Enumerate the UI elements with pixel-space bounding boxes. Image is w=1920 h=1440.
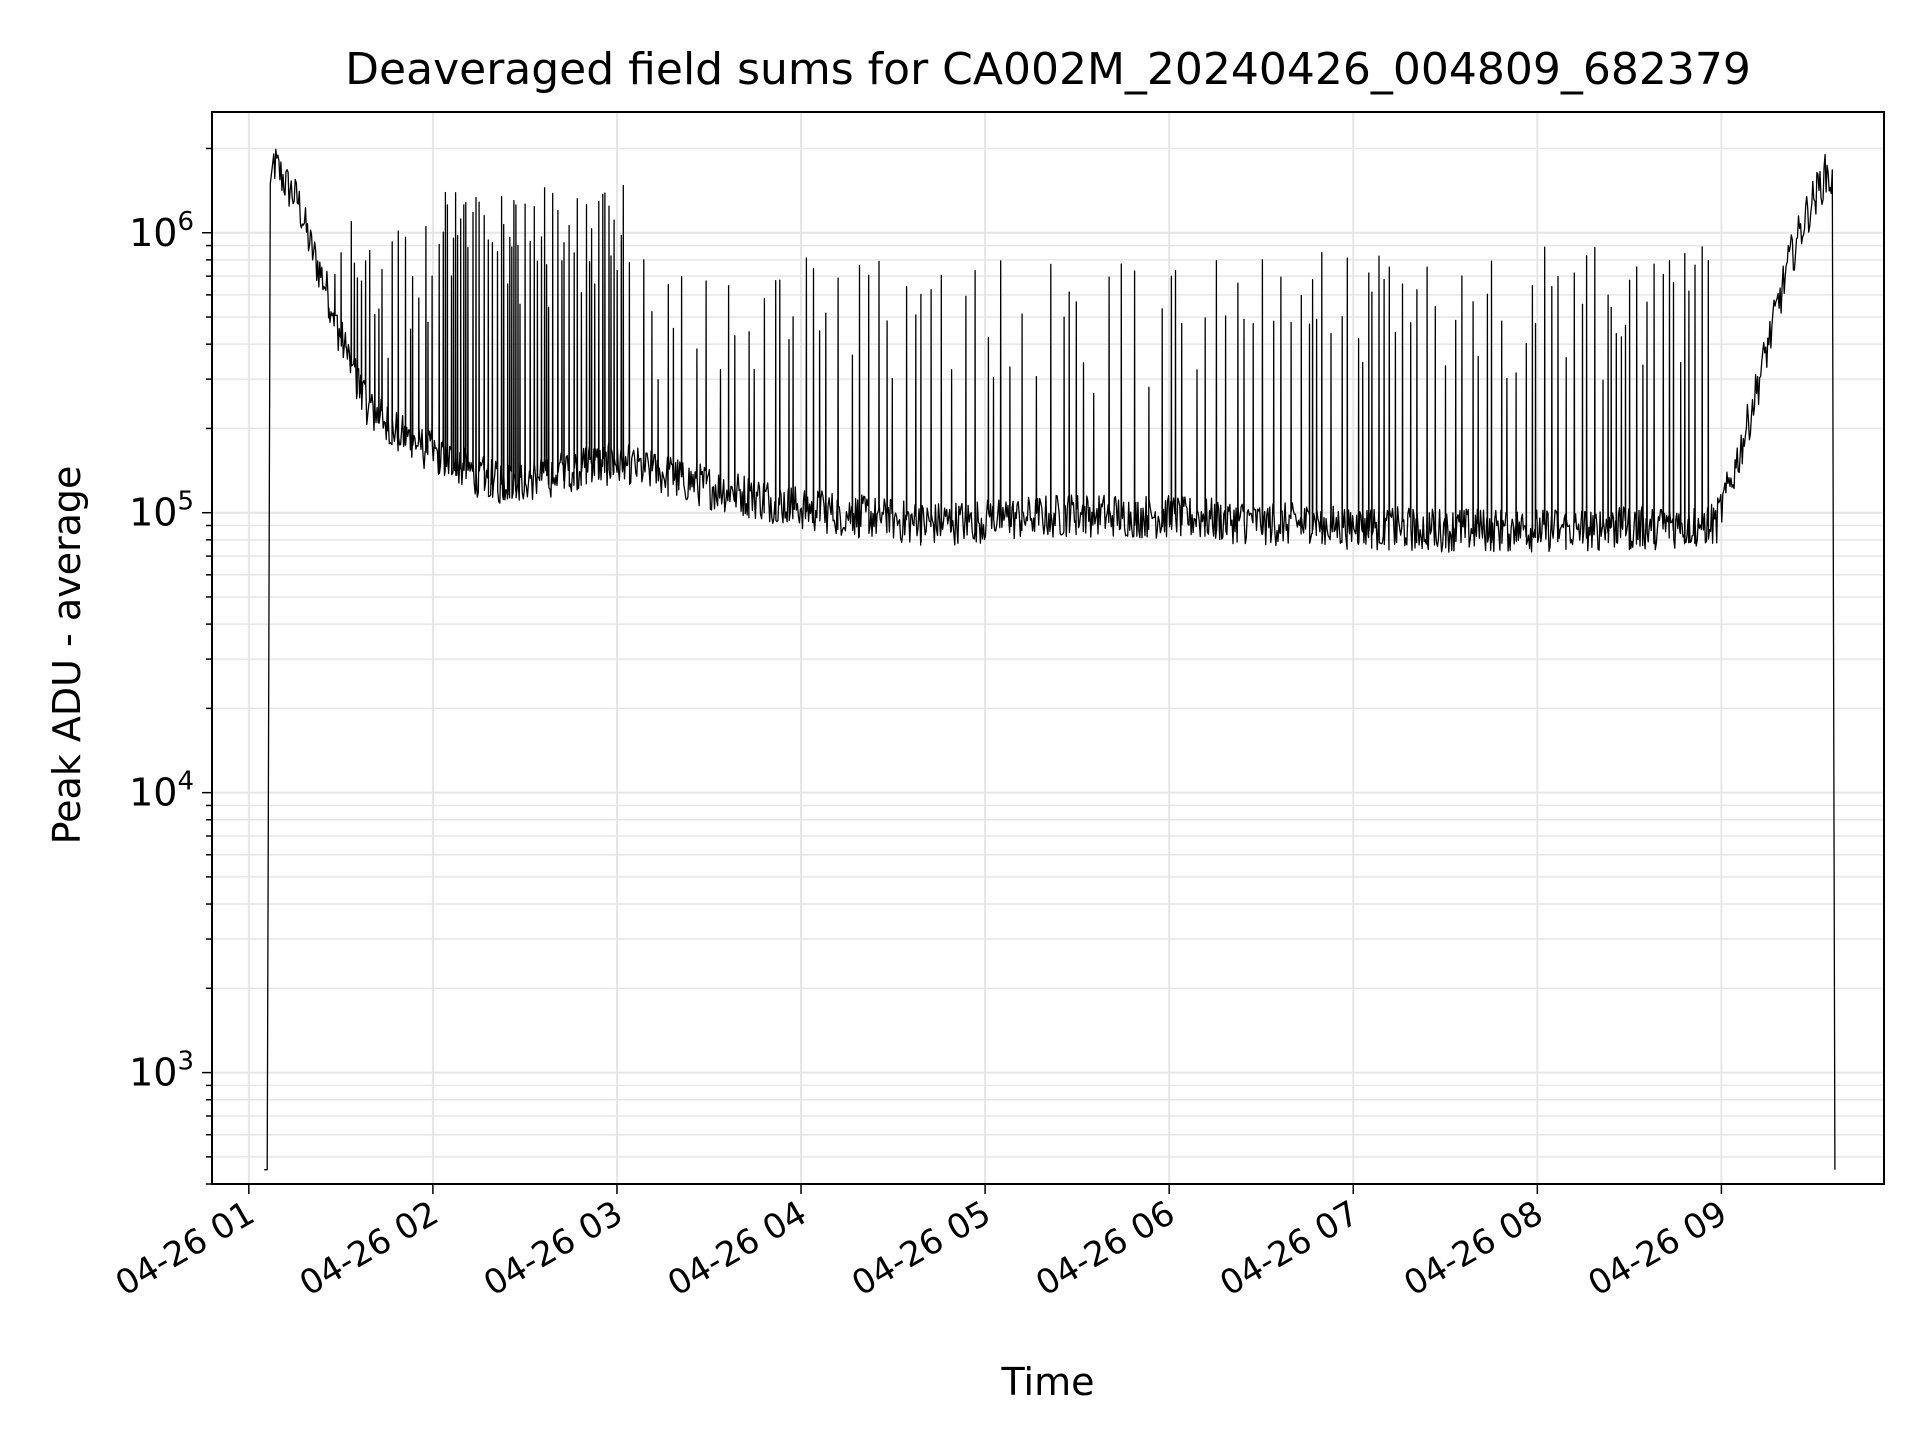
chart-title: Deaveraged field sums for CA002M_2024042… bbox=[345, 44, 1751, 95]
y-tick-base: 10 bbox=[129, 1051, 177, 1095]
y-tick-label: 104 bbox=[129, 767, 194, 815]
y-tick-base: 10 bbox=[129, 211, 177, 255]
y-tick-exponent: 4 bbox=[177, 767, 194, 797]
y-tick-label: 103 bbox=[129, 1047, 194, 1095]
y-tick-label: 105 bbox=[129, 487, 194, 535]
series-line-group bbox=[264, 148, 1836, 1171]
y-tick-base: 10 bbox=[129, 771, 177, 815]
y-tick-base: 10 bbox=[129, 491, 177, 535]
y-tick-exponent: 5 bbox=[177, 487, 194, 517]
y-tick-exponent: 3 bbox=[177, 1047, 194, 1077]
y-tick-label: 106 bbox=[129, 207, 194, 255]
y-axis-label: Peak ADU - average bbox=[45, 466, 89, 845]
series-line bbox=[264, 148, 1836, 1171]
y-tick-exponent: 6 bbox=[177, 207, 194, 237]
x-axis-label: Time bbox=[1001, 1360, 1095, 1404]
plot-frame bbox=[211, 111, 1885, 1185]
grid bbox=[212, 112, 1884, 1185]
